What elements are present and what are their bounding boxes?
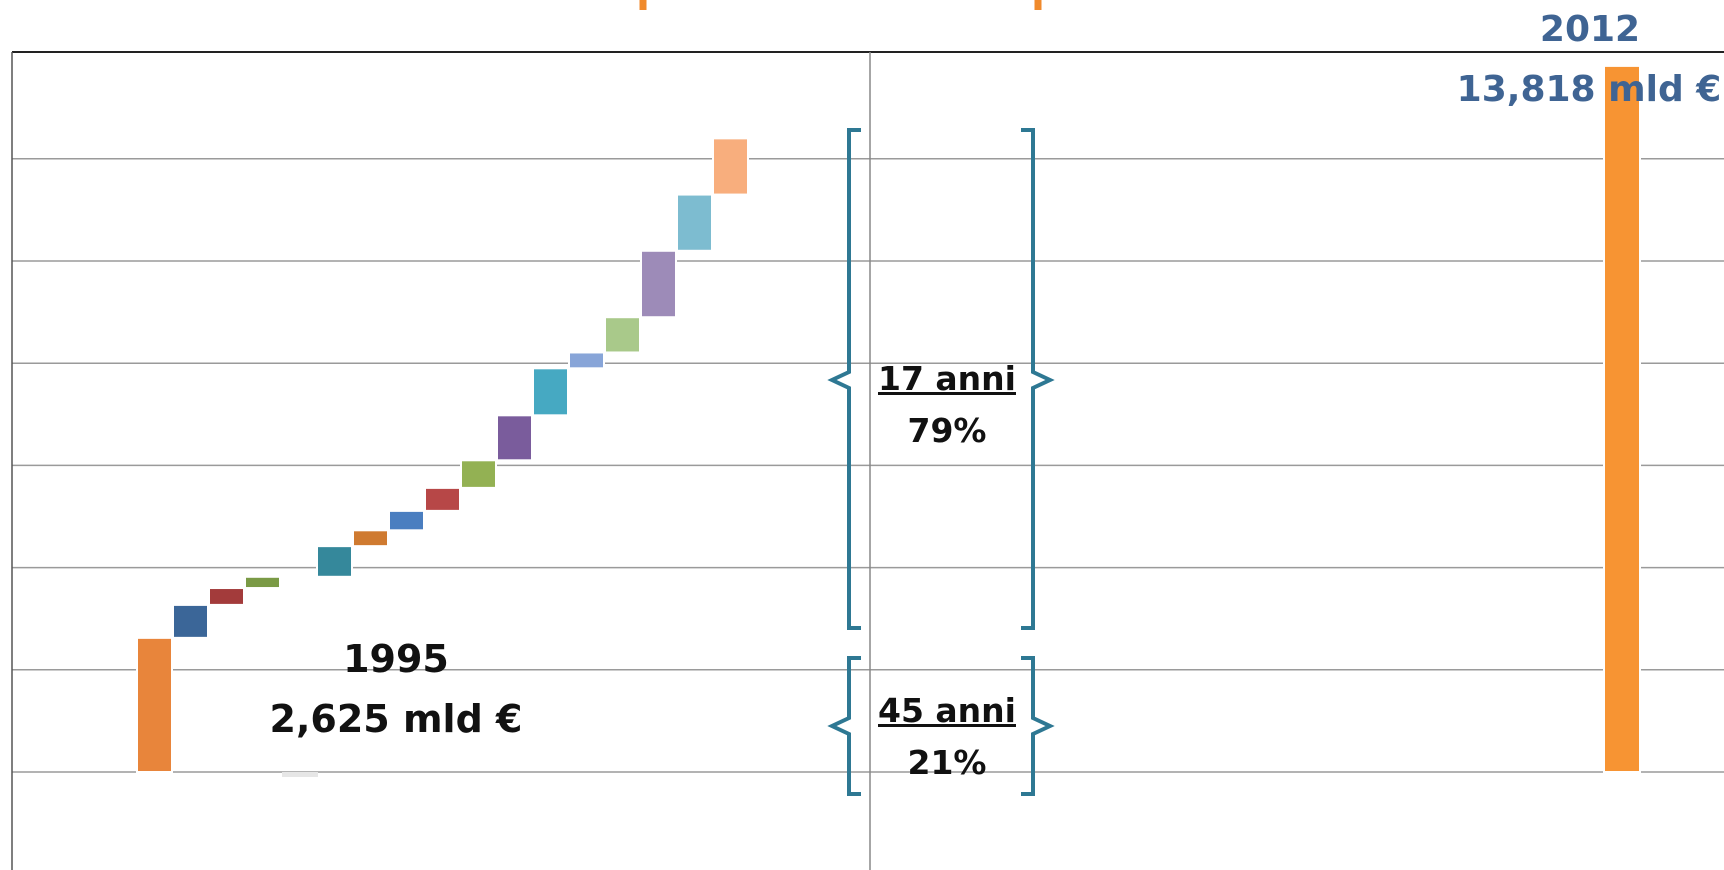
bar-step-13	[640, 249, 677, 319]
end-year-label: 2012	[1539, 9, 1641, 50]
earlier-period-label: 45 anni	[878, 691, 1016, 730]
bar-step-6	[388, 509, 425, 532]
end-value-label: 13,818 mld €	[1456, 69, 1722, 110]
bar-step-9	[496, 414, 533, 462]
bar-step-14	[676, 193, 713, 252]
brace-earlier-right	[1021, 656, 1055, 796]
recent-share-label: 79%	[907, 411, 987, 450]
bar-step-11	[568, 351, 605, 370]
bar-step-10	[532, 367, 569, 417]
bar-step-2	[208, 587, 245, 606]
brace-recent-right	[1021, 128, 1055, 630]
start-value-label: 2,625 mld €	[269, 697, 523, 741]
bar-step-5	[352, 529, 389, 548]
brace-earlier-left	[827, 656, 861, 796]
bars	[136, 64, 1641, 773]
bar-step-4	[316, 545, 353, 578]
bar-end-2012	[1603, 64, 1641, 773]
shadow-mark	[282, 772, 318, 777]
bar-step-8	[460, 459, 497, 489]
bar-step-1	[172, 603, 209, 639]
bar-step-3	[244, 575, 281, 590]
brace-recent-left	[827, 128, 861, 630]
bar-start-1995	[136, 636, 173, 773]
bar-step-15	[712, 137, 749, 196]
start-year-label: 1995	[343, 637, 449, 681]
earlier-share-label: 21%	[907, 743, 987, 782]
gridlines	[12, 158, 1724, 773]
recent-period-label: 17 anni	[878, 359, 1016, 398]
bar-step-7	[424, 486, 461, 512]
bar-step-12	[604, 316, 641, 354]
